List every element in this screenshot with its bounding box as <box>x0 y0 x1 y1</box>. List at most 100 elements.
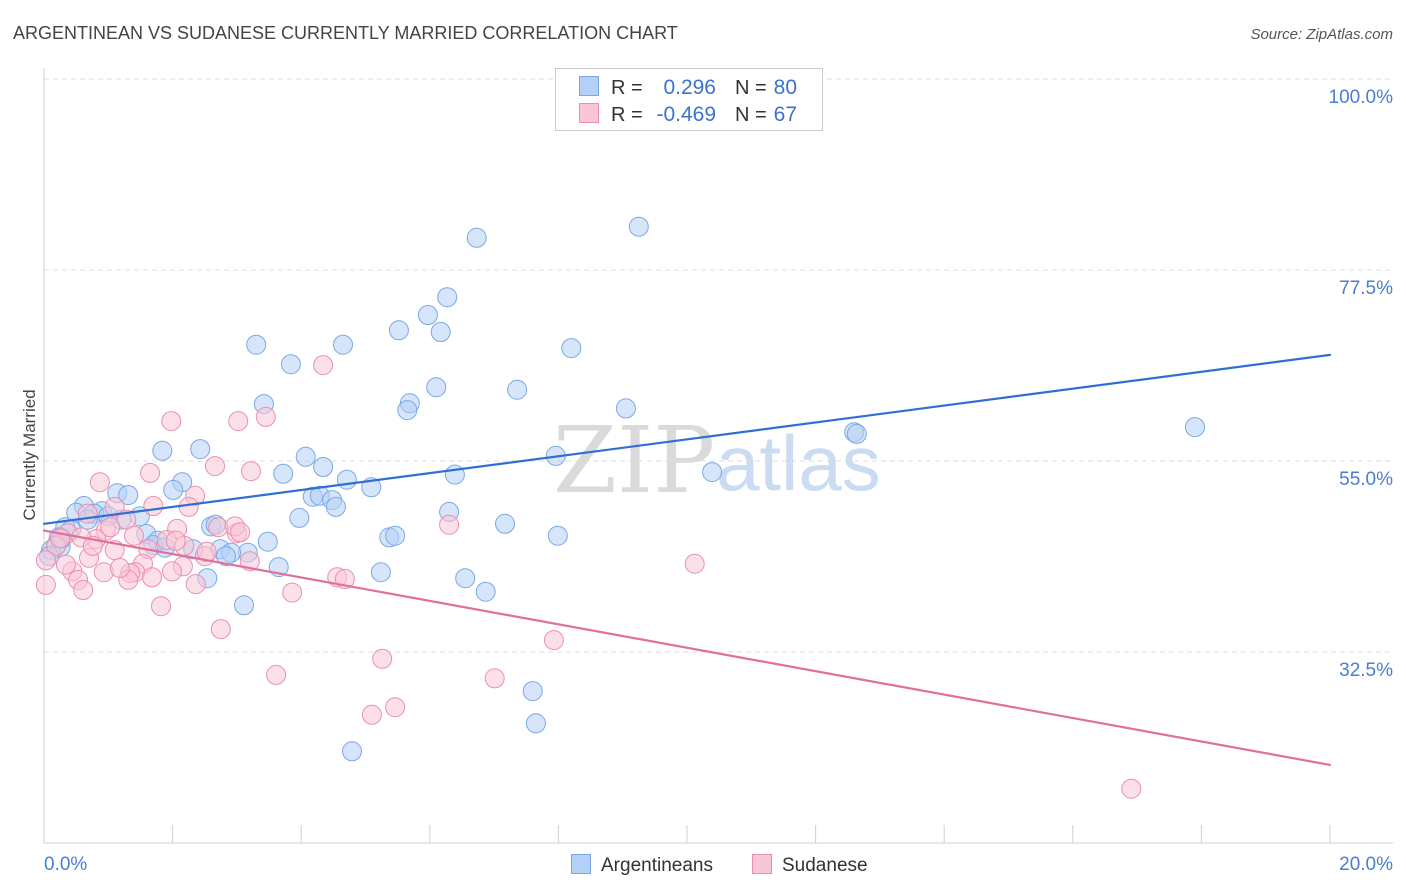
sudanese-point <box>266 664 287 685</box>
argentineans-n-label: N = <box>735 77 767 99</box>
sudanese-point <box>109 558 130 578</box>
argentineans-point <box>426 377 447 398</box>
argentineans-point <box>370 562 391 583</box>
sudanese-point <box>255 406 276 427</box>
sudanese-point <box>162 561 182 582</box>
sudanese-point <box>116 509 137 530</box>
argentineans-point <box>361 477 382 498</box>
sudanese-point <box>684 553 705 574</box>
argentineans-point <box>628 216 649 237</box>
sudanese-point <box>484 668 505 689</box>
sudanese-legend-label: Sudanese <box>782 855 868 876</box>
argentineans-point <box>1185 417 1205 438</box>
sudanese-point <box>543 630 564 651</box>
argentineans-point <box>561 338 582 359</box>
y-tick-label: 100.0% <box>1329 87 1394 108</box>
argentineans-point <box>455 568 476 589</box>
argentineans-point <box>507 379 528 400</box>
argentineans-point <box>246 334 267 355</box>
argentineans-point <box>702 462 723 483</box>
x-tick-label: 20.0% <box>1339 854 1393 875</box>
argentineans-point <box>216 546 236 567</box>
argentineans-point <box>547 525 568 546</box>
sudanese-stats-swatch <box>579 103 599 123</box>
argentineans-point <box>846 423 867 444</box>
source-label: Source: ZipAtlas.com <box>1250 26 1393 43</box>
argentineans-point <box>190 439 211 460</box>
sudanese-point <box>151 596 171 617</box>
argentineans-point <box>333 334 353 355</box>
argentineans-point <box>234 595 254 616</box>
argentineans-point <box>417 305 438 325</box>
argentineans-point <box>163 479 184 500</box>
argentineans-point <box>342 741 362 762</box>
series-legend: Argentineans Sudanese <box>571 854 868 876</box>
argentineans-stats-swatch <box>579 76 599 96</box>
argentineans-legend-label: Argentineans <box>601 855 713 876</box>
sudanese-point <box>77 503 98 524</box>
sudanese-point <box>1121 778 1142 799</box>
argentineans-point <box>475 581 496 602</box>
argentineans-point <box>325 496 346 517</box>
sudanese-point <box>241 461 261 482</box>
watermark-zip: ZIP <box>553 407 715 514</box>
y-tick-label: 77.5% <box>1339 278 1393 299</box>
y-tick-label: 32.5% <box>1339 660 1393 681</box>
argentineans-point <box>430 322 451 342</box>
sudanese-point <box>55 554 76 575</box>
argentineans-point <box>152 440 173 461</box>
sudanese-point <box>439 514 460 535</box>
sudanese-r-value: -0.469 <box>656 103 716 126</box>
argentineans-point <box>495 513 515 534</box>
argentineans-r-value: 0.296 <box>663 76 716 99</box>
x-tick-label: 0.0% <box>44 854 87 875</box>
chart-title: ARGENTINEAN VS SUDANESE CURRENTLY MARRIE… <box>13 23 678 43</box>
sudanese-point <box>35 574 56 595</box>
y-tick-label: 55.0% <box>1339 469 1393 490</box>
argentineans-point <box>118 485 139 505</box>
argentineans-point <box>336 469 357 490</box>
sudanese-point <box>35 550 56 571</box>
sudanese-point <box>104 496 125 517</box>
sudanese-point <box>282 582 303 603</box>
argentineans-n-value: 80 <box>774 76 797 99</box>
argentineans-trend-line <box>42 353 1332 525</box>
argentineans-point <box>289 507 310 528</box>
argentineans-point <box>385 525 406 546</box>
sudanese-point <box>178 496 199 517</box>
sudanese-point <box>372 648 393 669</box>
sudanese-point <box>73 580 94 600</box>
sudanese-point <box>228 411 249 432</box>
sudanese-point <box>230 522 251 543</box>
argentineans-point <box>257 531 278 552</box>
argentineans-point <box>397 400 418 421</box>
sudanese-point <box>140 462 161 483</box>
sudanese-r-label: R = <box>611 104 643 126</box>
argentineans-point <box>525 713 546 734</box>
sudanese-point <box>313 355 334 376</box>
argentineans-point <box>313 457 334 477</box>
argentineans-point <box>273 463 294 484</box>
argentineans-point <box>437 287 458 308</box>
sudanese-point <box>142 567 162 588</box>
argentineans-point <box>522 681 543 702</box>
sudanese-point <box>205 456 225 477</box>
sudanese-point <box>100 517 121 538</box>
argentineans-point <box>615 398 636 419</box>
sudanese-point <box>143 496 164 516</box>
sudanese-points <box>35 355 1142 799</box>
sudanese-point <box>361 704 382 725</box>
sudanese-point <box>89 472 110 493</box>
sudanese-point <box>208 517 229 538</box>
argentineans-point <box>280 354 301 375</box>
stats-legend-box <box>555 68 823 131</box>
argentineans-point <box>466 227 487 248</box>
sudanese-legend-swatch <box>752 854 772 874</box>
sudanese-n-value: 67 <box>774 103 797 126</box>
stats-legend: R = 0.296 N = 80 R = -0.469 N = 67 <box>555 68 823 131</box>
trend-lines <box>42 353 1332 767</box>
sudanese-point <box>185 574 206 595</box>
gridlines: 100.0% 77.5% 55.0% 32.5% <box>44 78 1394 681</box>
sudanese-point <box>239 551 260 572</box>
sudanese-point <box>210 619 231 640</box>
